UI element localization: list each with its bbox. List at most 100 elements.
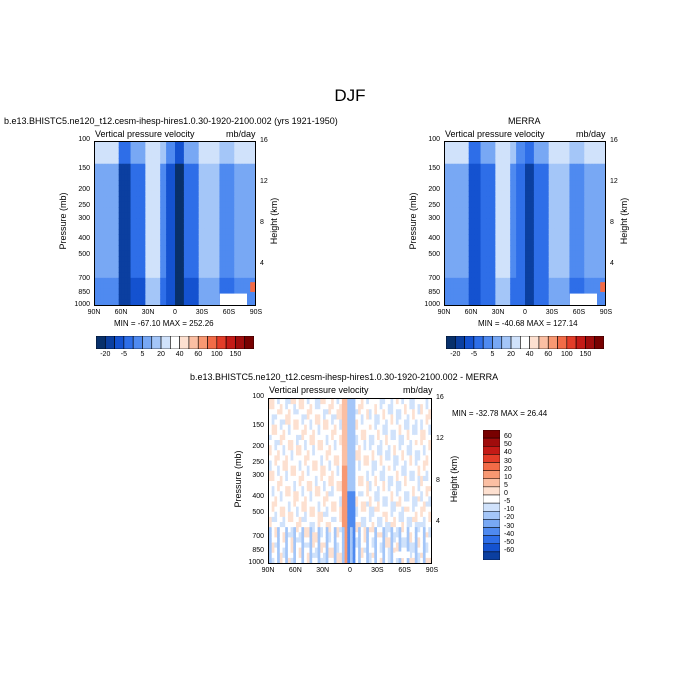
colorbar-swatch: [104, 335, 115, 350]
heatmap-cell: [282, 434, 286, 441]
heatmap-cell: [507, 180, 511, 187]
heatmap-cell: [145, 152, 149, 159]
heatmap-cell: [231, 147, 235, 154]
heatmap-cell: [180, 207, 185, 214]
heatmap-cell: [298, 440, 302, 446]
heatmap-cell: [148, 212, 152, 219]
heatmap-cell: [471, 223, 476, 230]
heatmap-cell: [385, 434, 389, 441]
heatmap-cell: [387, 399, 392, 405]
heatmap-cell: [277, 465, 281, 472]
heatmap-cell: [333, 424, 338, 431]
heatmap-cell: [377, 511, 381, 518]
heatmap-cell: [271, 511, 275, 518]
heatmap-cell: [527, 169, 532, 176]
heatmap-cell: [462, 228, 467, 235]
heatmap-cell: [590, 239, 594, 246]
heatmap-cell: [312, 445, 316, 451]
heatmap-cell: [462, 163, 467, 170]
heatmap-cell: [95, 190, 99, 197]
heatmap-cell: [368, 547, 373, 554]
heatmap-cell: [157, 196, 161, 203]
heatmap-cell: [331, 424, 335, 431]
heatmap-cell: [536, 239, 541, 246]
heatmap-cell: [387, 552, 392, 559]
heatmap-cell: [387, 481, 392, 487]
heatmap-cell: [290, 424, 294, 431]
heatmap-cell: [602, 239, 605, 246]
heatmap-cell: [366, 542, 370, 549]
heatmap-cell: [578, 196, 582, 203]
heatmap-cell: [533, 228, 538, 235]
heatmap-cell: [246, 299, 250, 305]
heatmap-cell: [578, 223, 582, 230]
heatmap-cell: [445, 223, 449, 230]
heatmap-cell: [312, 516, 316, 523]
heatmap-cell: [317, 419, 321, 426]
heatmap-cell: [166, 196, 170, 203]
heatmap-cell: [339, 532, 343, 538]
heatmap-cell: [285, 486, 289, 492]
heatmap-cell: [160, 223, 164, 230]
heatmap-cell: [587, 245, 591, 252]
heatmap-cell: [453, 239, 458, 246]
heatmap-cell: [477, 218, 482, 225]
heatmap-cell: [477, 190, 482, 197]
heatmap-cell: [172, 228, 176, 235]
heatmap-cell: [282, 409, 286, 415]
heatmap-cell: [525, 185, 529, 192]
heatmap-cell: [328, 440, 332, 446]
heatmap-cell: [183, 299, 188, 305]
heatmap-cell: [483, 185, 488, 192]
heatmap-cell: [377, 429, 381, 436]
heatmap-cell: [210, 239, 215, 246]
heatmap-cell: [483, 169, 488, 176]
heatmap-cell: [130, 212, 135, 219]
heatmap-cell: [406, 409, 410, 415]
heatmap-cell: [192, 261, 197, 268]
heatmap-cell: [333, 516, 338, 523]
heatmap-cell: [210, 272, 215, 279]
heatmap-cell: [154, 283, 158, 290]
heatmap-cell: [320, 455, 324, 462]
heatmap-cell: [510, 174, 514, 181]
heatmap-cell: [169, 283, 173, 290]
heatmap-cell: [201, 288, 206, 295]
heatmap-cell: [290, 429, 294, 436]
heatmap-cell: [374, 537, 378, 544]
heatmap-cell: [450, 299, 455, 305]
heatmap-cell: [142, 277, 146, 284]
panel-2-ylabel: Pressure (mb): [408, 192, 418, 250]
heatmap-cell: [465, 228, 470, 235]
heatmap-cell: [175, 207, 179, 214]
heatmap-cell: [225, 250, 229, 257]
heatmap-cell: [219, 196, 223, 203]
heatmap-cell: [551, 283, 556, 290]
heatmap-cell: [331, 557, 335, 563]
heatmap-cell: [112, 174, 117, 181]
heatmap-cell: [115, 196, 120, 203]
heatmap-cell: [596, 163, 600, 170]
heatmap-cell: [584, 152, 588, 159]
heatmap-cell: [548, 169, 553, 176]
heatmap-cell: [189, 261, 194, 268]
heatmap-cell: [341, 409, 346, 415]
heatmap-cell: [371, 465, 375, 472]
heatmap-cell: [542, 201, 547, 208]
heatmap-cell: [406, 532, 410, 538]
heatmap-cell: [314, 434, 319, 441]
heatmap-cell: [377, 527, 381, 533]
heatmap-cell: [350, 516, 354, 523]
heatmap-cell: [504, 277, 508, 284]
heatmap-cell: [269, 399, 273, 405]
heatmap-cell: [317, 491, 321, 497]
heatmap-cell: [314, 511, 319, 518]
heatmap-cell: [551, 212, 556, 219]
heatmap-cell: [157, 261, 161, 268]
heatmap-cell: [328, 527, 332, 533]
heatmap-cell: [352, 399, 356, 405]
heatmap-cell: [602, 245, 605, 252]
heatmap-cell: [587, 212, 591, 219]
heatmap-cell: [459, 266, 464, 273]
heatmap-cell: [596, 185, 600, 192]
